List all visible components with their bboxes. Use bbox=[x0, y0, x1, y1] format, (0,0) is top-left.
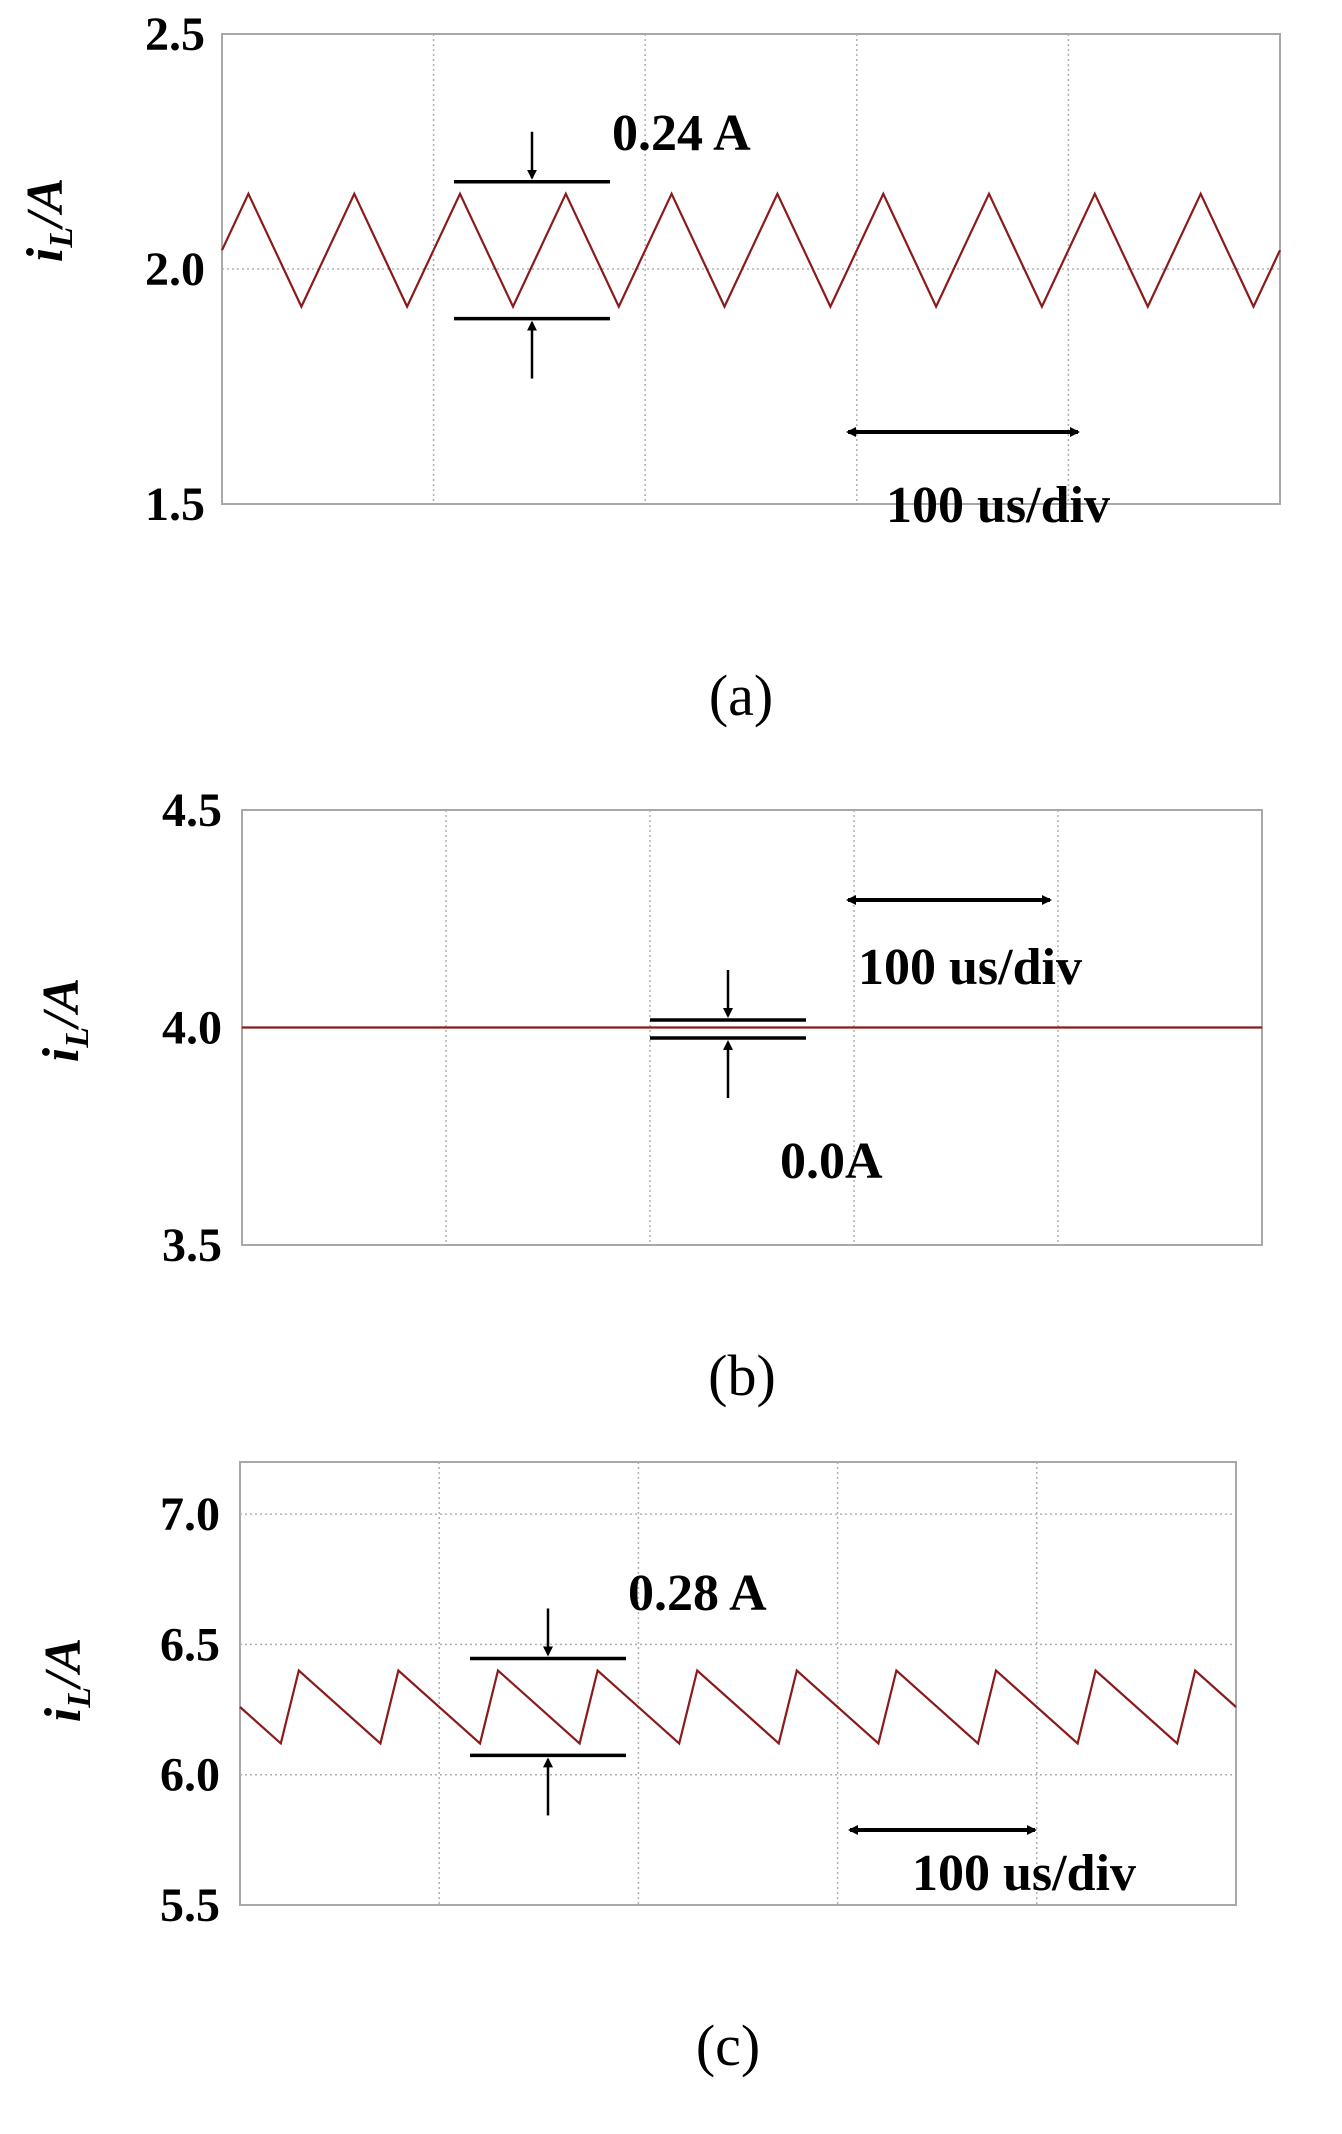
time-scale-label: 100 us/div bbox=[886, 477, 1110, 534]
panel-caption: (a) bbox=[709, 663, 773, 728]
panel-a: 1.5 2.0 2.5 iL/A 0.24 A 100 us/div (a) bbox=[17, 8, 1281, 728]
plot-frame bbox=[239, 1461, 1237, 1906]
plot-frame bbox=[221, 33, 1281, 505]
y-tick-label: 6.5 bbox=[160, 1618, 220, 1671]
y-tick-label: 6.0 bbox=[160, 1749, 220, 1802]
time-scale-label: 100 us/div bbox=[858, 939, 1082, 996]
y-axis-label: iL/A bbox=[33, 978, 96, 1062]
y-tick-label: 2.5 bbox=[145, 8, 205, 61]
time-scale-label: 100 us/div bbox=[912, 1845, 1136, 1902]
inductor-current-trace bbox=[221, 191, 1281, 310]
ripple-label: 0.28 A bbox=[628, 1565, 767, 1622]
panel-caption: (b) bbox=[708, 1343, 776, 1408]
panel-b: 3.5 4.0 4.5 iL/A 0.0A 100 us/div (b) bbox=[33, 784, 1263, 1408]
y-tick-label: 4.0 bbox=[162, 1002, 222, 1055]
inductor-current-trace bbox=[239, 1668, 1237, 1746]
y-tick-label: 1.5 bbox=[145, 478, 205, 531]
ripple-label: 0.0A bbox=[780, 1133, 883, 1190]
y-axis-label: iL/A bbox=[35, 1638, 98, 1722]
y-tick-label: 3.5 bbox=[162, 1219, 222, 1272]
y-tick-label: 2.0 bbox=[145, 243, 205, 296]
panel-caption: (c) bbox=[696, 2013, 760, 2078]
y-tick-label: 4.5 bbox=[162, 784, 222, 837]
panel-c: 5.5 6.0 6.5 7.0 iL/A 0.28 A 100 us/div (c) bbox=[35, 1461, 1237, 2078]
ripple-label: 0.24 A bbox=[612, 105, 751, 162]
y-tick-label: 7.0 bbox=[160, 1488, 220, 1541]
y-tick-label: 5.5 bbox=[160, 1879, 220, 1932]
y-axis-label: iL/A bbox=[17, 178, 80, 262]
